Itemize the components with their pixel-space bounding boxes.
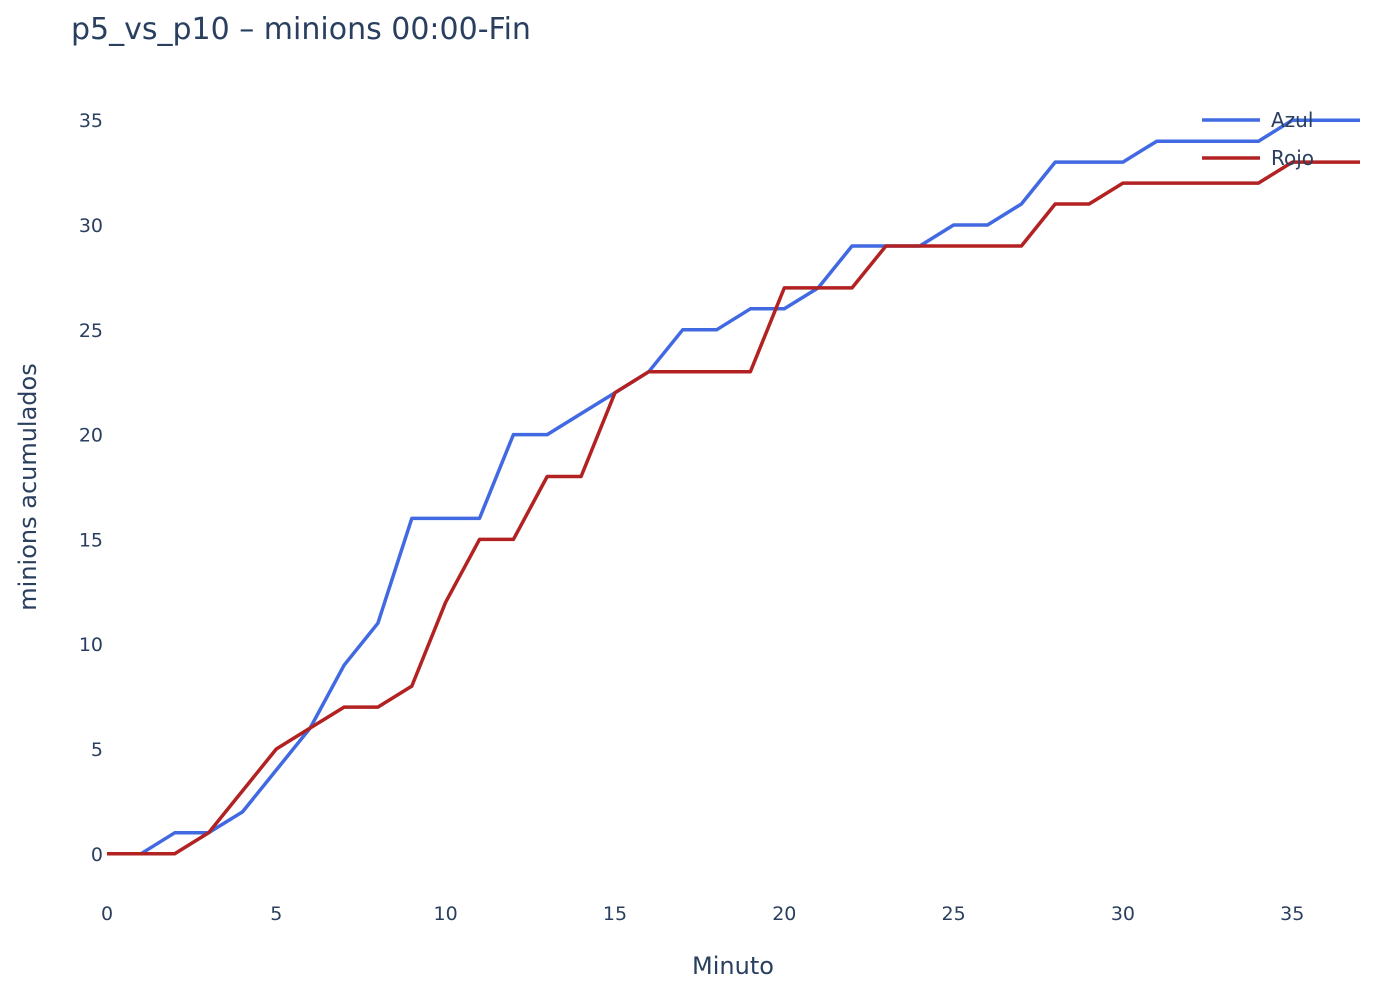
legend-item-azul[interactable]: Azul [1202,108,1313,132]
y-tick-label: 35 [79,110,103,132]
legend-label: Azul [1271,108,1313,132]
y-tick-label: 5 [91,739,103,761]
legend: Azul Rojo [1202,108,1314,170]
x-tick-label: 5 [270,903,282,925]
x-tick-label: 10 [434,903,458,925]
x-axis-title: Minuto [692,952,774,980]
x-axis: 0 5 10 15 20 25 30 35 [101,903,1304,925]
y-tick-label: 15 [79,529,103,551]
x-tick-label: 25 [942,903,966,925]
y-tick-label: 10 [79,634,103,656]
chart-title: p5_vs_p10 – minions 00:00-Fin [71,12,531,47]
y-tick-label: 20 [79,425,103,447]
legend-label: Rojo [1271,146,1314,170]
x-tick-label: 20 [772,903,796,925]
y-axis: 0 5 10 15 20 25 30 35 [79,110,103,866]
x-tick-label: 30 [1111,903,1135,925]
legend-item-rojo[interactable]: Rojo [1202,146,1314,170]
y-tick-label: 0 [91,844,103,866]
y-tick-label: 25 [79,320,103,342]
x-tick-label: 0 [101,903,113,925]
series-line-azul [107,118,1360,856]
series-line-rojo [107,160,1360,856]
x-tick-label: 35 [1280,903,1304,925]
y-tick-label: 30 [79,215,103,237]
y-axis-title: minions acumulados [14,363,42,610]
plot-area [107,118,1360,856]
x-tick-label: 15 [603,903,627,925]
